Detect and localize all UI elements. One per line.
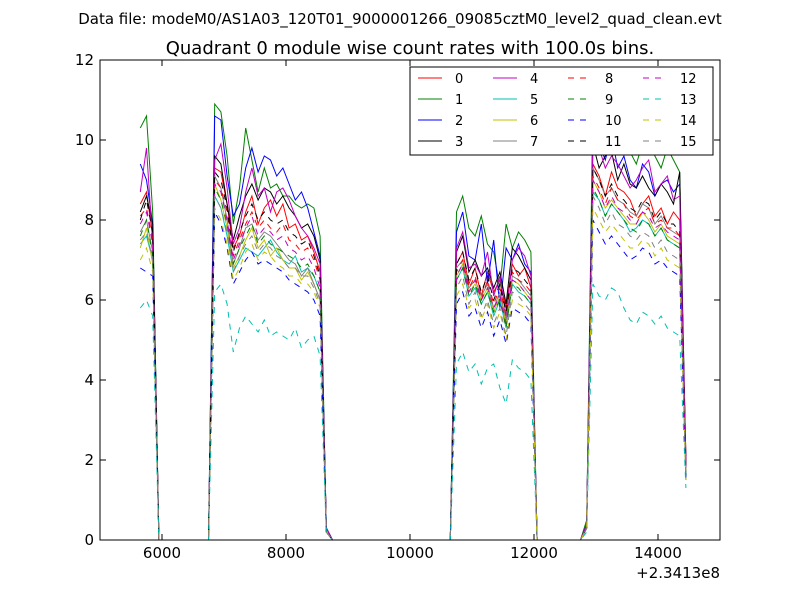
x-offset-label: +2.3413e8: [636, 564, 720, 582]
x-tick-label: 6000: [143, 544, 181, 562]
legend-label-14: 14: [680, 114, 697, 129]
x-tick-label: 14000: [634, 544, 682, 562]
y-tick-label: 2: [84, 451, 94, 469]
legend-label-11: 11: [605, 135, 622, 150]
legend-label-4: 4: [530, 72, 538, 87]
chart-title: Quadrant 0 module wise count rates with …: [166, 38, 655, 59]
legend-label-6: 6: [530, 114, 538, 129]
series-line-13: [139, 282, 687, 541]
series-line-8: [139, 175, 687, 541]
legend-label-13: 13: [680, 93, 697, 108]
legend-label-10: 10: [605, 114, 622, 129]
x-tick-label: 8000: [267, 544, 305, 562]
y-tick-label: 10: [75, 131, 94, 149]
legend-label-15: 15: [680, 135, 697, 150]
x-tick-label: 12000: [510, 544, 558, 562]
y-tick-label: 12: [75, 51, 94, 69]
y-tick-label: 4: [84, 371, 94, 389]
figure-suptitle: Data file: modeM0/AS1A03_120T01_90000012…: [78, 10, 722, 29]
y-tick-label: 0: [84, 531, 94, 549]
legend-label-3: 3: [455, 135, 463, 150]
series-line-15: [139, 195, 687, 541]
legend-label-5: 5: [530, 93, 538, 108]
legend-label-9: 9: [605, 93, 613, 108]
legend-label-2: 2: [455, 114, 463, 129]
y-tick-label: 6: [84, 291, 94, 309]
legend-label-7: 7: [530, 135, 538, 150]
legend-label-1: 1: [455, 93, 463, 108]
legend-label-8: 8: [605, 72, 613, 87]
x-tick-label: 10000: [386, 544, 434, 562]
legend-label-0: 0: [455, 72, 463, 87]
legend-box: [409, 66, 714, 156]
legend-label-12: 12: [680, 72, 697, 87]
y-tick-label: 8: [84, 211, 94, 229]
series-line-11: [139, 167, 687, 541]
